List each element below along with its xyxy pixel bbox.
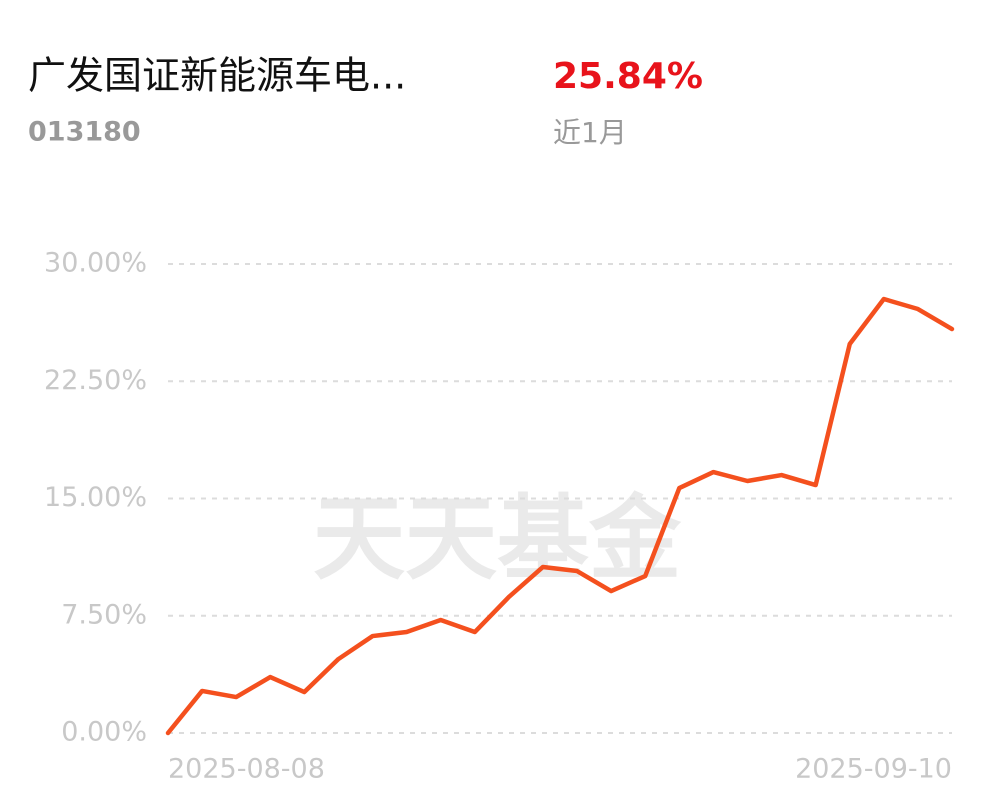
y-tick-label: 15.00% bbox=[44, 482, 147, 513]
y-tick-label: 7.50% bbox=[61, 599, 147, 630]
y-tick-label: 30.00% bbox=[44, 248, 147, 279]
fund-code: 013180 bbox=[28, 117, 141, 148]
x-tick-label: 2025-08-08 bbox=[168, 754, 325, 785]
y-tick-label: 22.50% bbox=[44, 365, 147, 396]
line-series bbox=[165, 296, 955, 736]
period-label: 近1月 bbox=[553, 116, 627, 149]
fund-name: 广发国证新能源车电... bbox=[28, 54, 406, 98]
x-tick-label: 2025-09-10 bbox=[795, 754, 952, 785]
y-tick-label: 0.00% bbox=[61, 717, 147, 748]
watermark: 天天基金 bbox=[313, 485, 682, 592]
return-value: 25.84% bbox=[553, 56, 703, 97]
